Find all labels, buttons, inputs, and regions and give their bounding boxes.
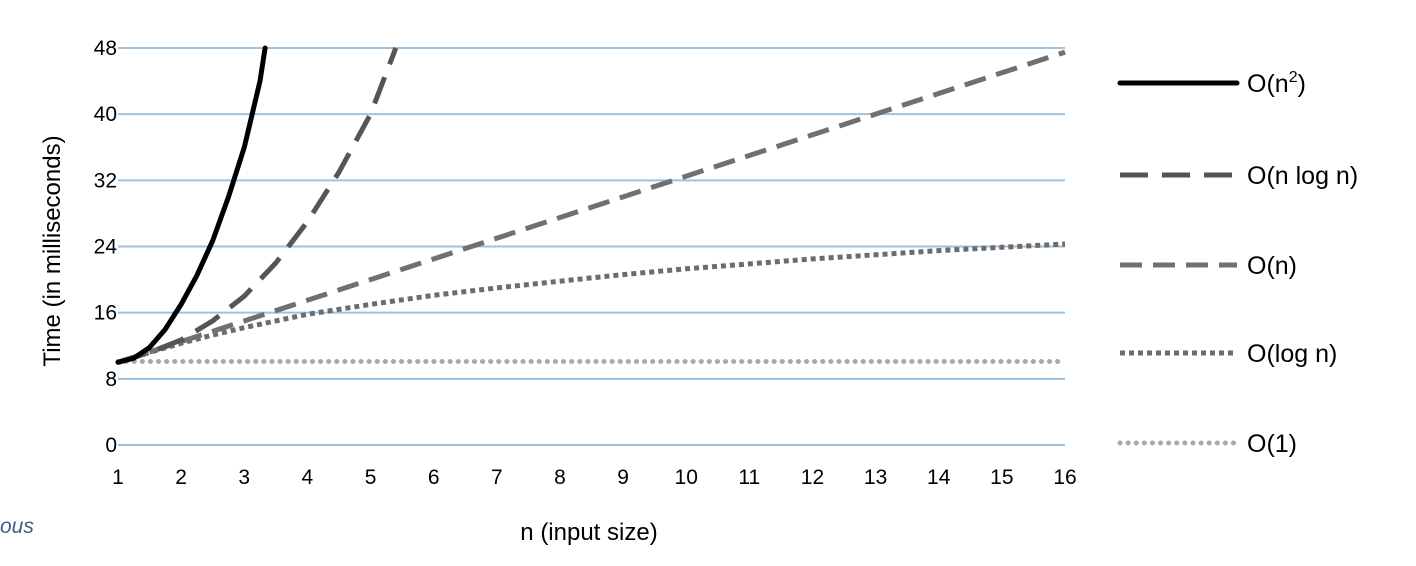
x-tick-3: 3 — [238, 466, 250, 489]
x-tick-14: 14 — [927, 466, 951, 489]
legend-label-o-1-: O(1) — [1247, 430, 1297, 458]
y-tick-48: 48 — [94, 37, 117, 60]
x-axis-title: n (input size) — [520, 519, 657, 546]
x-tick-labels: 1 2 3 4 5 6 7 8 9 10 11 12 13 14 15 16 — [112, 466, 1077, 489]
x-tick-15: 15 — [990, 466, 1013, 489]
x-tick-6: 6 — [428, 466, 440, 489]
cropped-caption-text: ous — [0, 515, 34, 538]
x-tick-1: 1 — [112, 466, 124, 489]
x-tick-13: 13 — [864, 466, 887, 489]
y-tick-40: 40 — [94, 103, 117, 126]
y-tick-16: 16 — [94, 302, 117, 325]
y-tick-0: 0 — [105, 434, 117, 457]
x-tick-11: 11 — [738, 466, 760, 489]
y-tick-8: 8 — [105, 368, 117, 391]
gridlines — [118, 47, 1065, 446]
series-line-o-n-log-n- — [117, 47, 399, 365]
x-tick-5: 5 — [365, 466, 377, 489]
legend-label-o-n-log-n-: O(n log n) — [1247, 162, 1358, 190]
x-tick-4: 4 — [302, 466, 314, 489]
y-tick-32: 32 — [94, 169, 117, 192]
x-tick-10: 10 — [675, 466, 698, 489]
y-tick-24: 24 — [94, 236, 118, 259]
y-tick-labels: 0 8 16 24 32 40 48 — [94, 37, 118, 457]
series-line-o-n2- — [115, 45, 268, 365]
legend-label-o-n2-: O(n2) — [1247, 69, 1306, 98]
x-tick-16: 16 — [1053, 466, 1076, 489]
x-tick-12: 12 — [801, 466, 824, 489]
series-line-o-n- — [117, 49, 1066, 365]
y-axis-title: Time (in milliseconds) — [39, 135, 66, 366]
x-tick-7: 7 — [491, 466, 503, 489]
x-tick-2: 2 — [175, 466, 187, 489]
legend: O(n2) O(n log n) O(n) O(log n) O(1) — [1117, 69, 1358, 458]
x-tick-8: 8 — [554, 466, 566, 489]
series-line-o-log-n- — [117, 241, 1066, 365]
series-lines — [115, 45, 1068, 365]
x-tick-9: 9 — [617, 466, 629, 489]
legend-label-o-log-n-: O(log n) — [1247, 340, 1337, 368]
legend-label-o-n-: O(n) — [1247, 252, 1297, 280]
